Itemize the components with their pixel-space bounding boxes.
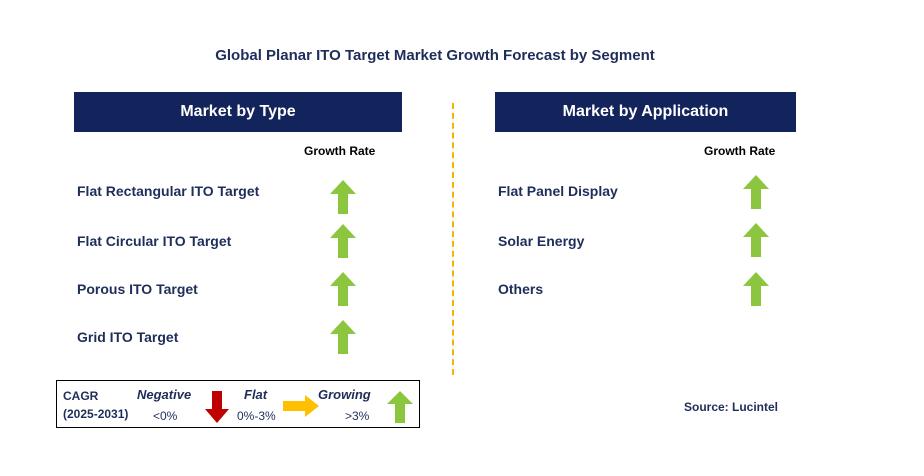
- type-item-label: Grid ITO Target: [77, 329, 179, 345]
- up-arrow-icon: [387, 391, 413, 423]
- up-arrow-icon: [330, 320, 356, 354]
- up-arrow-icon: [330, 180, 356, 214]
- legend-negative-range: <0%: [153, 409, 178, 423]
- application-panel-header: Market by Application: [495, 92, 796, 132]
- type-item-label: Flat Rectangular ITO Target: [77, 183, 260, 199]
- down-arrow-icon: [205, 391, 229, 423]
- type-growth-rate-label: Growth Rate: [304, 144, 376, 158]
- chart-title: Global Planar ITO Target Market Growth F…: [215, 47, 655, 64]
- application-item-label: Flat Panel Display: [498, 183, 618, 199]
- legend-cagr-label: CAGR: [63, 389, 99, 403]
- legend-flat-label: Flat: [244, 387, 268, 402]
- up-arrow-icon: [743, 272, 769, 306]
- application-item-label: Solar Energy: [498, 233, 585, 249]
- legend-growing-range: >3%: [345, 409, 370, 423]
- legend-negative-label: Negative: [137, 387, 192, 402]
- legend-flat-range: 0%-3%: [237, 409, 276, 423]
- right-arrow-icon: [283, 395, 319, 417]
- up-arrow-icon: [330, 224, 356, 258]
- up-arrow-icon: [743, 175, 769, 209]
- up-arrow-icon: [330, 272, 356, 306]
- source-label: Source: Lucintel: [684, 400, 779, 414]
- up-arrow-icon: [743, 223, 769, 257]
- application-growth-rate-label: Growth Rate: [704, 144, 776, 158]
- legend-period: (2025-2031): [63, 407, 129, 421]
- type-item-label: Porous ITO Target: [77, 281, 198, 297]
- type-panel-header: Market by Type: [74, 92, 402, 132]
- type-item-label: Flat Circular ITO Target: [77, 233, 232, 249]
- legend-growing-label: Growing: [318, 387, 371, 402]
- panel-divider: [452, 103, 454, 375]
- application-item-label: Others: [498, 281, 544, 297]
- cagr-legend: CAGR (2025-2031) Negative <0% Flat 0%-3%…: [56, 380, 420, 428]
